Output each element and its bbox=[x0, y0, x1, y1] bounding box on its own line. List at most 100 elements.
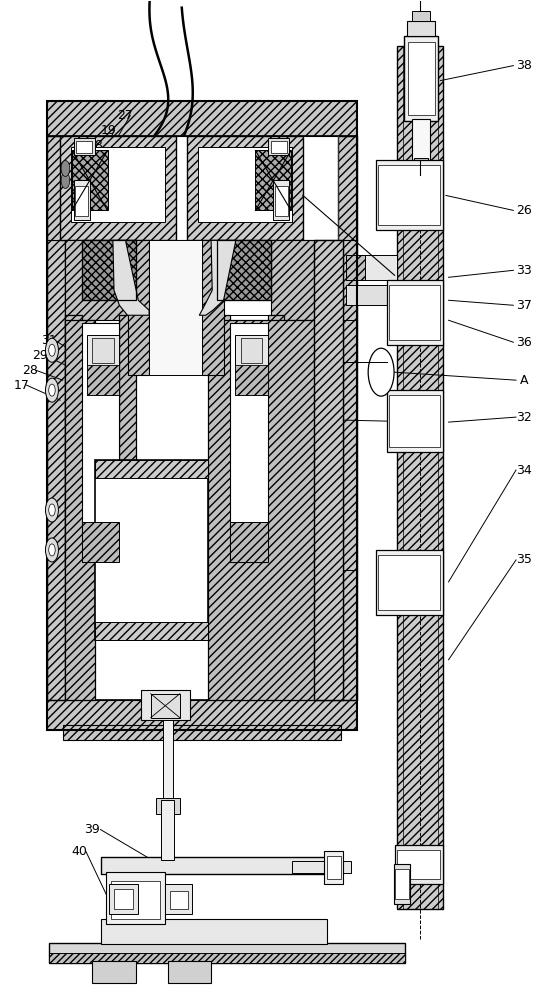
Bar bbox=[268, 315, 284, 570]
Bar bbox=[95, 622, 208, 640]
Circle shape bbox=[45, 338, 58, 362]
Circle shape bbox=[49, 344, 55, 356]
Bar bbox=[378, 165, 440, 225]
Bar bbox=[275, 186, 288, 216]
Bar bbox=[169, 891, 188, 909]
Bar bbox=[106, 872, 166, 924]
Text: A: A bbox=[520, 374, 529, 387]
Bar bbox=[375, 160, 443, 230]
Text: 37: 37 bbox=[516, 299, 532, 312]
Text: 30: 30 bbox=[72, 156, 89, 169]
Bar bbox=[394, 869, 408, 899]
Text: 17: 17 bbox=[14, 379, 29, 392]
Bar bbox=[47, 101, 357, 136]
Polygon shape bbox=[199, 240, 235, 315]
Polygon shape bbox=[113, 240, 149, 315]
Bar bbox=[386, 280, 443, 345]
Circle shape bbox=[61, 172, 70, 188]
Bar bbox=[397, 850, 440, 879]
Bar bbox=[72, 150, 108, 210]
Text: 27: 27 bbox=[117, 109, 133, 122]
Bar bbox=[151, 694, 180, 718]
Bar bbox=[412, 119, 430, 160]
Bar bbox=[208, 320, 338, 700]
Bar bbox=[338, 136, 357, 700]
Bar bbox=[47, 101, 357, 730]
Bar bbox=[63, 725, 341, 740]
Bar bbox=[162, 800, 174, 859]
Bar bbox=[187, 136, 303, 240]
Bar bbox=[93, 961, 136, 983]
Bar bbox=[120, 315, 136, 570]
Text: 18: 18 bbox=[87, 139, 103, 152]
Bar bbox=[270, 141, 287, 153]
Bar bbox=[214, 315, 230, 570]
Bar bbox=[156, 798, 180, 814]
Bar bbox=[65, 315, 82, 570]
Text: 36: 36 bbox=[516, 336, 532, 349]
Text: 26: 26 bbox=[516, 204, 532, 217]
Bar bbox=[147, 240, 211, 320]
Bar bbox=[149, 240, 202, 375]
Bar bbox=[114, 889, 133, 909]
Bar bbox=[74, 138, 95, 155]
Circle shape bbox=[49, 384, 55, 396]
Bar bbox=[273, 180, 289, 220]
Bar bbox=[65, 240, 136, 320]
Bar bbox=[386, 390, 443, 452]
Bar bbox=[314, 240, 344, 700]
Bar bbox=[65, 320, 95, 700]
Bar bbox=[109, 884, 138, 914]
Bar bbox=[397, 46, 443, 909]
Bar bbox=[82, 323, 120, 562]
Bar bbox=[407, 42, 434, 115]
Circle shape bbox=[45, 378, 58, 402]
Bar bbox=[82, 240, 136, 300]
Bar bbox=[270, 240, 338, 320]
Bar bbox=[325, 851, 344, 884]
Bar bbox=[255, 150, 291, 210]
Bar bbox=[375, 550, 443, 615]
Bar bbox=[197, 147, 292, 222]
Text: 31: 31 bbox=[41, 334, 57, 347]
Bar bbox=[230, 522, 268, 562]
Text: 19: 19 bbox=[101, 124, 116, 137]
Bar bbox=[414, 158, 428, 175]
Text: 33: 33 bbox=[516, 264, 532, 277]
Bar bbox=[101, 857, 327, 874]
Text: 29: 29 bbox=[32, 349, 48, 362]
Bar bbox=[235, 335, 268, 395]
Bar bbox=[76, 141, 93, 153]
Circle shape bbox=[45, 538, 58, 562]
Bar bbox=[49, 943, 405, 963]
Bar bbox=[394, 845, 443, 884]
Bar bbox=[241, 338, 262, 363]
Bar bbox=[95, 460, 208, 478]
Bar bbox=[168, 961, 211, 983]
Bar bbox=[75, 186, 88, 216]
Bar bbox=[93, 338, 114, 363]
Text: 40: 40 bbox=[71, 845, 87, 858]
Bar bbox=[346, 255, 365, 280]
Circle shape bbox=[61, 160, 70, 176]
Bar bbox=[47, 136, 65, 700]
Bar bbox=[49, 953, 405, 963]
Circle shape bbox=[45, 498, 58, 522]
Bar bbox=[202, 240, 223, 375]
Bar bbox=[128, 240, 149, 375]
Bar bbox=[166, 884, 192, 914]
Bar bbox=[235, 365, 268, 395]
Bar bbox=[60, 136, 176, 240]
Bar bbox=[111, 881, 160, 919]
Text: 39: 39 bbox=[84, 823, 100, 836]
Text: 34: 34 bbox=[516, 464, 532, 477]
Bar bbox=[389, 395, 440, 447]
Bar bbox=[292, 861, 352, 873]
Bar bbox=[47, 700, 357, 730]
Text: 28: 28 bbox=[22, 364, 38, 377]
Bar bbox=[346, 285, 397, 305]
Bar bbox=[216, 240, 270, 300]
Bar bbox=[87, 335, 120, 395]
Circle shape bbox=[49, 504, 55, 516]
Bar bbox=[268, 138, 289, 155]
